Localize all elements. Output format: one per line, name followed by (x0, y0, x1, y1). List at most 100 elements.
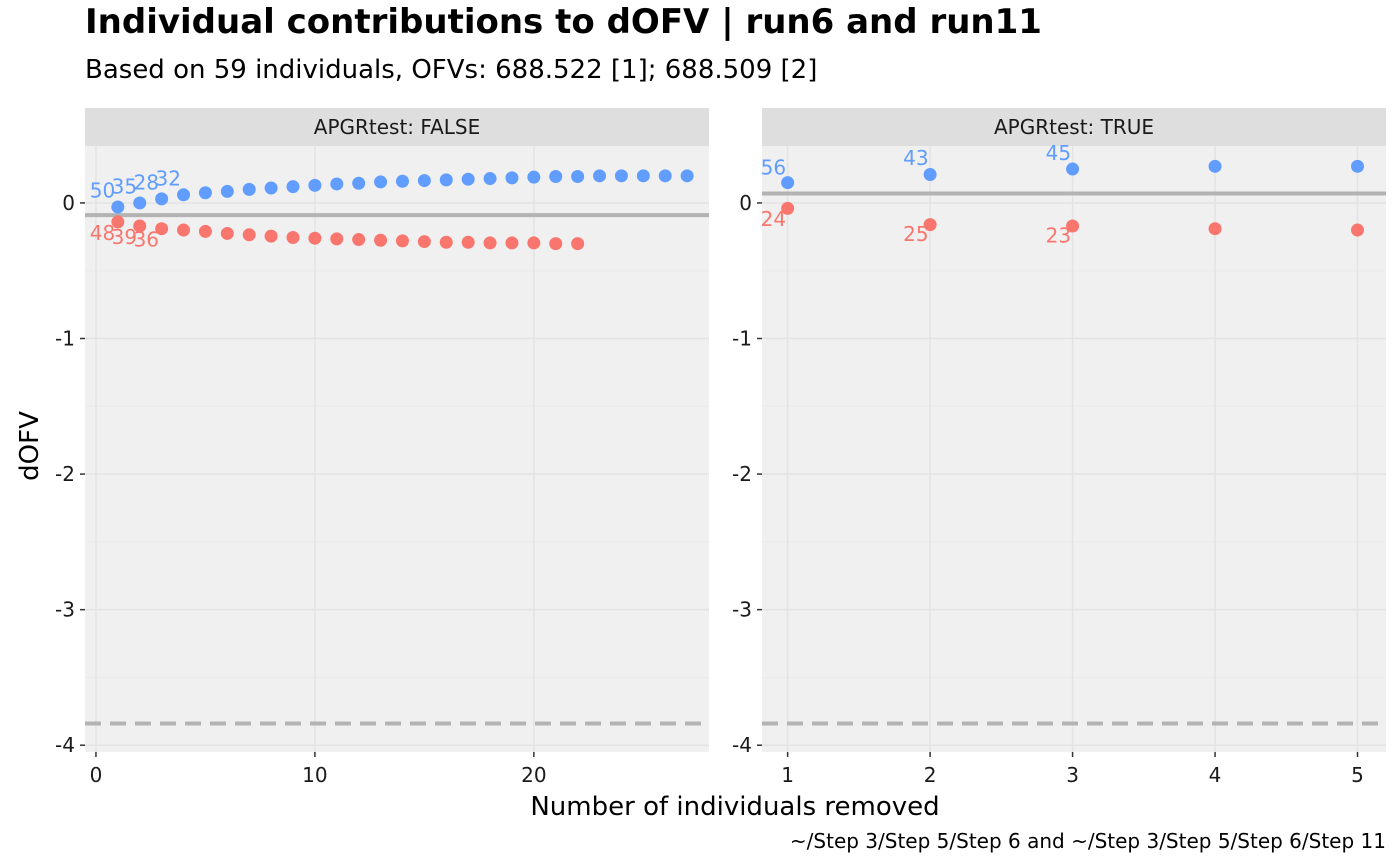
y-tick-label: 0 (739, 191, 752, 215)
data-point (549, 170, 563, 184)
point-label: 28 (134, 171, 159, 195)
x-tick-label: 20 (521, 763, 546, 787)
chart-subtitle: Based on 59 individuals, OFVs: 688.522 [… (85, 55, 818, 85)
data-point (527, 170, 541, 184)
point-label: 45 (1046, 141, 1071, 165)
data-point (781, 201, 795, 215)
point-label: 39 (112, 225, 137, 249)
data-point (781, 176, 795, 190)
data-point (155, 222, 169, 236)
data-point (198, 186, 212, 200)
data-point (593, 169, 607, 183)
data-point (1066, 162, 1080, 176)
data-point (264, 229, 278, 243)
data-point (220, 226, 234, 240)
x-tick-label: 0 (90, 763, 103, 787)
data-point (636, 169, 650, 183)
data-point (439, 173, 453, 187)
plot-caption: ~/Step 3/Step 5/Step 6 and ~/Step 3/Step… (789, 829, 1386, 853)
point-label: 50 (90, 179, 115, 203)
data-point (308, 231, 322, 245)
data-point (220, 184, 234, 198)
x-tick-label: 2 (924, 763, 937, 787)
data-point (505, 171, 519, 185)
data-point (417, 174, 431, 188)
data-point (923, 167, 937, 181)
data-point (155, 192, 169, 206)
data-point (330, 232, 344, 246)
data-point (483, 172, 497, 186)
point-label: 32 (155, 167, 180, 191)
data-point (461, 172, 475, 186)
facet-strip-label: APGRtest: FALSE (314, 115, 480, 139)
point-label: 56 (761, 156, 786, 180)
y-axis-label: dOFV (15, 411, 45, 481)
y-tick-label: -4 (732, 733, 752, 757)
point-label: 48 (90, 221, 115, 245)
data-point (264, 181, 278, 195)
data-point (330, 177, 344, 191)
data-point (680, 169, 694, 183)
data-point (395, 174, 409, 188)
y-tick-label: -3 (55, 598, 75, 622)
data-point (242, 228, 256, 242)
point-label: 25 (903, 222, 928, 246)
facet-strip (762, 108, 1386, 146)
data-point (461, 235, 475, 249)
data-point (352, 176, 366, 190)
point-label: 23 (1046, 223, 1071, 247)
data-point (198, 224, 212, 238)
x-tick-label: 3 (1066, 763, 1079, 787)
data-point (242, 182, 256, 196)
y-tick-label: -3 (732, 598, 752, 622)
data-point (395, 234, 409, 248)
data-point (286, 180, 300, 194)
data-point (1066, 219, 1080, 233)
data-point (549, 237, 563, 251)
data-point (483, 236, 497, 250)
y-tick-label: 0 (62, 191, 75, 215)
data-point (1351, 159, 1365, 173)
data-point (1208, 159, 1222, 173)
data-point (308, 178, 322, 192)
data-point (505, 236, 519, 250)
data-point (111, 215, 125, 229)
x-tick-label: 10 (302, 763, 327, 787)
facet-strip (85, 108, 709, 146)
x-tick-label: 4 (1209, 763, 1222, 787)
data-point (286, 231, 300, 245)
data-point (439, 235, 453, 249)
data-point (374, 175, 388, 189)
panel-background (762, 146, 1386, 752)
data-point (133, 219, 147, 233)
data-point (658, 169, 672, 183)
data-point (374, 233, 388, 247)
data-point (1208, 222, 1222, 236)
x-tick-label: 1 (781, 763, 794, 787)
data-point (417, 235, 431, 249)
data-point (352, 233, 366, 247)
point-label: 36 (134, 228, 159, 252)
data-point (614, 169, 628, 183)
data-point (571, 237, 585, 251)
y-tick-label: -1 (732, 327, 752, 351)
data-point (111, 200, 125, 214)
data-point (527, 236, 541, 250)
x-axis-label: Number of individuals removed (530, 792, 939, 822)
panel-background (85, 146, 709, 752)
data-point (1351, 223, 1365, 237)
y-tick-label: -2 (732, 462, 752, 486)
y-tick-label: -4 (55, 733, 75, 757)
data-point (133, 196, 147, 210)
facet-strip-label: APGRtest: TRUE (994, 115, 1154, 139)
chart-title: Individual contributions to dOFV | run6 … (85, 2, 1042, 42)
data-point (571, 170, 585, 184)
y-tick-label: -1 (55, 327, 75, 351)
point-label: 43 (903, 146, 928, 170)
point-label: 24 (761, 207, 786, 231)
data-point (923, 218, 937, 232)
